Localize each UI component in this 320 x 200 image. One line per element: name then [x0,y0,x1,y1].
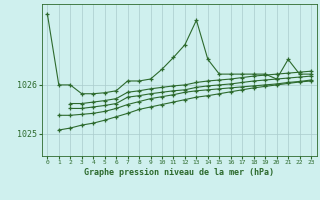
X-axis label: Graphe pression niveau de la mer (hPa): Graphe pression niveau de la mer (hPa) [84,168,274,177]
